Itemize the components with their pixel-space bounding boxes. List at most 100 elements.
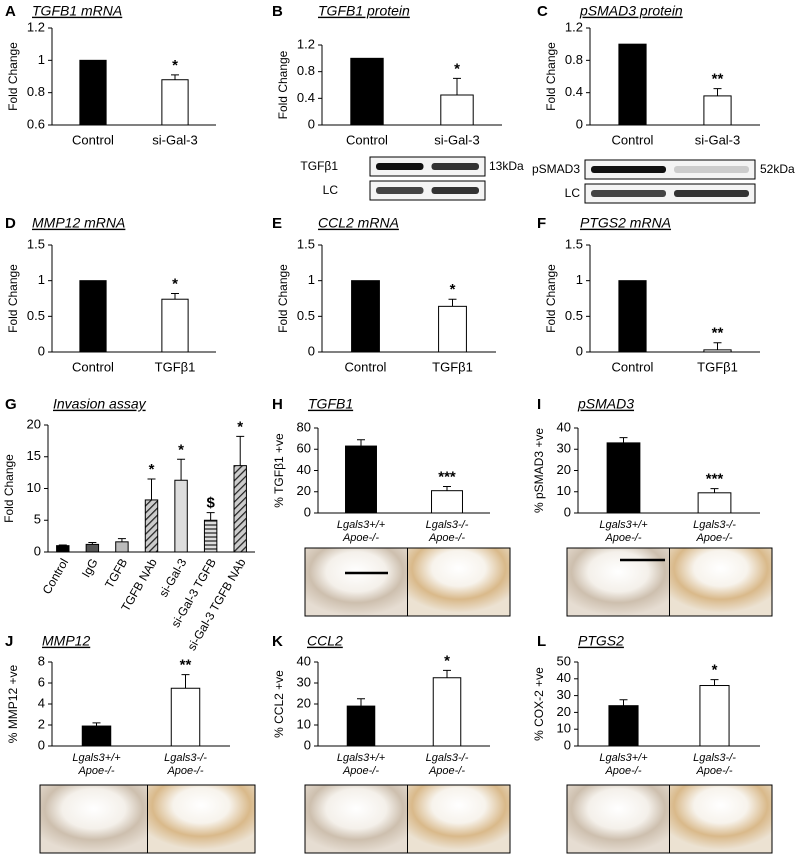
y-tick-label: 10 [557,483,571,498]
y-tick-label: 1.5 [27,236,45,251]
blot-image [369,180,486,201]
significance-label: * [149,461,155,478]
histology-image [407,547,511,617]
blot-label: LC [323,183,339,197]
significance-label: * [444,652,450,669]
y-axis-label: Fold Change [544,42,558,111]
blot-band [674,190,749,197]
significance-label: * [450,281,456,298]
panel-letter: J [5,633,13,650]
x-tick-label-box: Lgals3+/+ Apoe-/- [72,752,121,777]
y-tick-label: 0.4 [565,84,583,99]
x-tick-label: Control [346,132,388,147]
bar [174,479,188,553]
x-tick-label-box: Lgals3-/- Apoe-/- [425,752,469,777]
y-axis-label: Fold Change [276,264,290,333]
bar [703,349,732,353]
blot-band [431,187,479,194]
bar [345,445,377,514]
significance-label: * [712,662,718,679]
blot-size: 13kDa [489,159,524,173]
y-tick-label: 6 [38,674,45,689]
x-tick-label-box: Lgals3+/+ Apoe-/- [336,519,386,544]
panel-letter: A [5,3,16,20]
bar [161,298,189,353]
panel-title: CCL2 mRNA [318,215,399,231]
error-bar [147,478,156,500]
bar [440,94,474,126]
bar [350,57,384,126]
x-tick-label: Control [612,132,654,147]
error-bar [443,669,451,678]
x-tick-label: Lgals3-/- Apoe-/- [425,752,469,777]
panel-title: pSMAD3 protein [579,3,683,19]
panel-letter: H [272,396,283,413]
bar [618,43,647,126]
y-tick-label: 20 [557,462,571,477]
y-axis-label: Fold Change [276,50,290,119]
significance-label: *** [706,471,724,488]
y-tick-label: 1.2 [565,19,583,34]
bar [697,492,732,514]
bar [85,543,100,553]
x-tick-label: si-Gal-3 [152,132,198,147]
error-bar [713,88,722,96]
bar [79,280,107,353]
x-tick-label: TGFβ1 [432,359,473,374]
bar [56,545,70,553]
x-tick-label: Lgals3-/- Apoe-/- [425,519,469,544]
y-tick-label: 0.8 [565,52,583,67]
significance-label: * [454,60,460,77]
y-tick-label: 0 [304,504,311,519]
x-tick-label: Control [72,132,114,147]
y-tick-label: 0.6 [27,116,45,131]
y-tick-label: 8 [38,653,45,668]
significance-label: *** [438,468,456,485]
panel-title: TGFB1 [308,396,353,412]
bar [233,465,247,553]
bar [115,541,129,553]
error-bar [171,74,179,80]
blot-band [591,190,666,197]
y-tick-label: 30 [557,687,571,702]
error-bar [713,342,722,350]
significance-label: $ [206,495,215,512]
x-tick-label-box: Lgals3-/- Apoe-/- [425,519,469,544]
significance-label: ** [180,657,192,674]
blot-band [591,166,666,173]
x-tick-label: Lgals3+/+ Apoe-/- [72,752,121,777]
y-axis-label: % TGFβ1 +ve [272,433,286,508]
x-tick-label: Control [72,359,114,374]
panel-title: PTGS2 mRNA [580,215,671,231]
x-tick-label-box: Lgals3-/- Apoe-/- [164,752,207,777]
histology-image [39,784,148,854]
x-tick-label-box: Lgals3+/+ Apoe-/- [337,752,385,777]
bar [699,685,730,747]
panel-title: TGFB1 mRNA [32,3,122,19]
panel-letter: B [272,3,283,20]
panel-title: pSMAD3 [577,396,634,412]
error-bar [448,298,457,307]
error-bar [88,541,97,545]
histology-image [566,547,670,617]
x-tick-label: Control [345,359,387,374]
panel-letter: F [537,215,546,232]
x-tick-label: Control [612,359,654,374]
x-tick-label-box: Lgals3-/- Apoe-/- [693,519,736,544]
blot-band [431,163,479,170]
y-axis-label: % pSMAD3 +ve [532,428,546,513]
y-tick-label: 0.5 [27,308,45,323]
x-tick-label: Lgals3+/+ Apoe-/- [336,519,386,544]
error-bar [206,512,215,521]
x-tick-label: Lgals3+/+ Apoe-/- [599,752,648,777]
y-tick-label: 0.8 [27,84,45,99]
significance-label: ** [712,325,724,342]
error-bar [171,293,179,300]
y-tick-label: 1.5 [565,236,583,251]
significance-label: ** [712,71,724,88]
histology-image [407,784,511,854]
y-tick-label: 1.2 [27,19,45,34]
y-tick-label: 30 [297,674,311,689]
error-bar [710,679,719,686]
